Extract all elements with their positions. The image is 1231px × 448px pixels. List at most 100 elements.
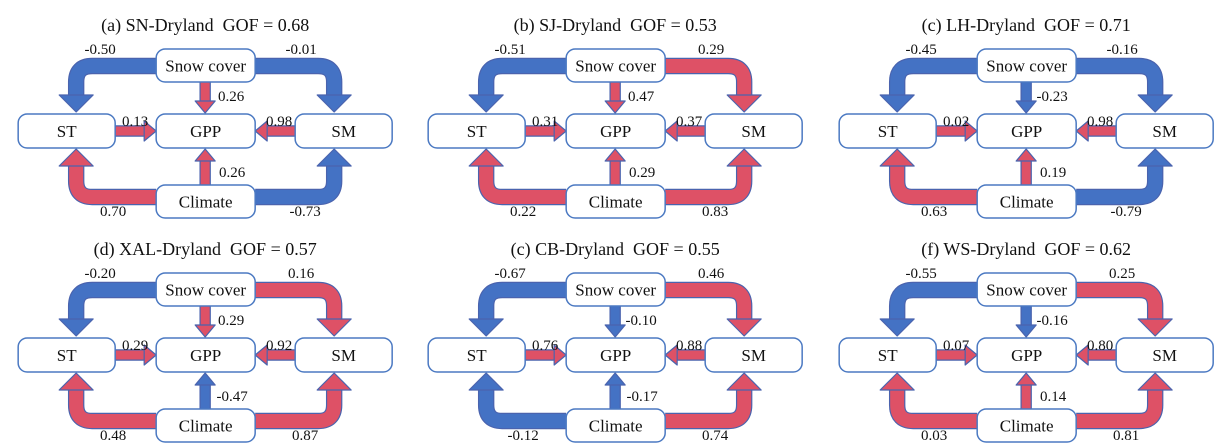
arrowhead-icon	[553, 120, 568, 142]
arrow-snow-sm	[665, 57, 763, 113]
node-box-snow: Snow cover	[155, 48, 256, 83]
coefficient-label-climate-sm: -0.79	[1110, 204, 1141, 220]
coefficient-label-snow-sm: 0.25	[1109, 266, 1135, 282]
coefficient-label-snow-sm: 0.29	[698, 42, 724, 58]
node-box-sm: SM	[704, 113, 804, 149]
arrowhead-icon	[604, 100, 627, 114]
arrowhead-icon	[194, 324, 216, 338]
nodes-group: Snow cover ST GPP SM Climate	[427, 272, 804, 443]
arrow-climate-gpp	[1015, 372, 1037, 409]
arrowhead-icon	[726, 372, 763, 391]
node-label-gpp: GPP	[600, 346, 631, 365]
arrow-climate-gpp	[194, 372, 216, 409]
arrowhead-icon	[664, 120, 679, 142]
node-box-gpp: GPP	[565, 337, 667, 373]
coefficient-label-climate-gpp: 0.19	[1040, 165, 1066, 181]
arrowhead-icon	[1015, 148, 1037, 162]
node-box-climate: Climate	[565, 184, 667, 219]
coefficient-label-snow-sm: 0.46	[698, 266, 725, 282]
arrowhead-icon	[1015, 372, 1037, 386]
diagram-panel-4: (d) XAL-Dryland GOF = 0.57 Snow cover ST GP…	[0, 224, 410, 448]
nodes-group: Snow cover ST GPP SM Climate	[17, 272, 393, 443]
node-label-snow: Snow cover	[165, 281, 246, 300]
arrowhead-icon	[58, 372, 94, 391]
node-label-st: ST	[57, 122, 77, 141]
node-label-climate: Climate	[589, 193, 643, 212]
node-label-st: ST	[877, 122, 897, 141]
node-box-sm: SM	[294, 113, 393, 149]
arrow-climate-st	[879, 148, 977, 206]
arrow-sm-gpp	[254, 344, 296, 366]
panel-svg: (c) LH-Dryland GOF = 0.71 Snow cover ST GPP…	[838, 15, 1214, 220]
coefficient-label-climate-sm: 0.83	[702, 204, 728, 220]
panel-title: (d) XAL-Dryland GOF = 0.57	[94, 239, 317, 260]
coefficient-label-climate-st: -0.12	[508, 428, 539, 444]
arrow-climate-sm	[255, 372, 352, 430]
arrowhead-icon	[1075, 120, 1089, 142]
arrow-climate-st	[58, 148, 157, 206]
arrow-climate-gpp	[194, 148, 216, 185]
coefficient-label-snow-st: -0.45	[905, 42, 936, 58]
arrow-climate-st	[468, 148, 567, 206]
nodes-group: Snow cover ST GPP SM Climate	[427, 48, 804, 219]
node-box-sm: SM	[294, 337, 393, 373]
coefficient-label-climate-gpp: 0.14	[1040, 389, 1067, 405]
arrow-climate-gpp	[604, 372, 627, 409]
node-box-snow: Snow cover	[976, 272, 1077, 307]
node-label-gpp: GPP	[1011, 122, 1042, 141]
arrows-group	[58, 57, 352, 206]
coefficient-label-snow-gpp: 0.26	[218, 89, 245, 105]
node-label-climate: Climate	[999, 193, 1053, 212]
node-box-st: ST	[838, 113, 937, 149]
coefficient-label-snow-gpp: 0.47	[628, 89, 655, 105]
coefficient-label-snow-gpp: -0.23	[1036, 89, 1067, 105]
arrowhead-icon	[143, 120, 157, 142]
coefficient-label-climate-st: 0.70	[100, 204, 126, 220]
node-label-snow: Snow cover	[165, 57, 246, 76]
coefficient-label-sm-gpp: 0.98	[266, 114, 292, 130]
arrow-climate-sm	[665, 372, 763, 430]
node-label-climate: Climate	[179, 193, 233, 212]
arrow-st-gpp	[115, 120, 157, 142]
node-box-climate: Climate	[976, 408, 1077, 443]
arrow-snow-gpp	[604, 306, 627, 338]
node-label-gpp: GPP	[1011, 346, 1042, 365]
arrowhead-icon	[316, 148, 352, 167]
arrowhead-icon	[553, 344, 568, 366]
arrow-snow-gpp	[194, 82, 216, 114]
arrows-group	[879, 281, 1173, 430]
node-box-snow: Snow cover	[155, 272, 256, 307]
coefficient-label-climate-st: 0.63	[921, 204, 947, 220]
arrowhead-icon	[58, 94, 94, 113]
arrowhead-icon	[1015, 100, 1037, 114]
coefficient-label-climate-gpp: -0.17	[627, 389, 659, 405]
arrowhead-icon	[664, 344, 679, 366]
node-box-st: ST	[427, 337, 527, 373]
coefficient-label-climate-st: 0.48	[100, 428, 126, 444]
arrow-snow-sm	[665, 281, 763, 337]
arrowhead-icon	[468, 318, 505, 337]
coefficient-label-climate-sm: -0.73	[290, 204, 321, 220]
coefficient-label-sm-gpp: 0.88	[676, 338, 702, 354]
arrowhead-icon	[879, 372, 915, 391]
panel-title: (b) SJ-Dryland GOF = 0.53	[514, 15, 717, 36]
arrowhead-icon	[58, 318, 94, 337]
node-box-gpp: GPP	[565, 113, 667, 149]
node-box-st: ST	[17, 113, 116, 149]
arrowhead-icon	[726, 148, 763, 167]
arrow-snow-st	[58, 281, 157, 337]
arrow-climate-sm	[255, 148, 352, 206]
panel-svg: (c) CB-Dryland GOF = 0.55 Snow cover ST GPP…	[427, 239, 804, 444]
arrow-snow-st	[879, 57, 977, 113]
node-label-climate: Climate	[999, 417, 1053, 436]
arrow-climate-st	[58, 372, 157, 430]
arrows-group	[468, 57, 763, 206]
coefficient-label-sm-gpp: 0.37	[676, 114, 703, 130]
arrowhead-icon	[194, 148, 216, 162]
panel-svg: (f) WS-Dryland GOF = 0.62 Snow cover ST GPP…	[838, 239, 1214, 444]
coefficient-label-st-gpp: 0.31	[532, 114, 558, 130]
node-box-st: ST	[427, 113, 527, 149]
node-box-st: ST	[17, 337, 116, 373]
coefficient-label-sm-gpp: 0.80	[1087, 338, 1113, 354]
node-box-snow: Snow cover	[565, 48, 667, 83]
